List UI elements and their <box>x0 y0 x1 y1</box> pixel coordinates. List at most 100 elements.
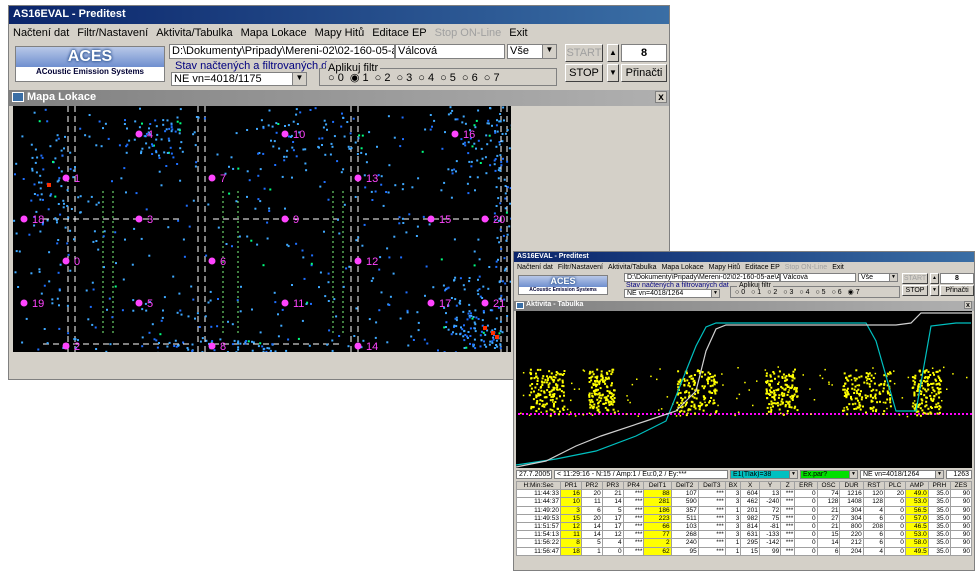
column-header[interactable]: PR4 <box>622 480 645 491</box>
stop-button[interactable]: STOP <box>902 285 928 296</box>
filter-radios[interactable]: ○ 0 ○ 1 ○ 2 ○ 3 ○ 4 ○ 5 ○ 6 ◉ 7 <box>735 288 866 296</box>
recalc-button[interactable]: Přinačti <box>940 285 974 296</box>
activity-hit <box>917 386 920 388</box>
filter-radio-7[interactable]: ○ 7 <box>483 72 500 84</box>
menu-item-4[interactable]: Mapy Hitů <box>314 27 365 39</box>
filter-radio-1[interactable]: ○ 1 <box>751 289 762 296</box>
hit-point <box>464 122 467 125</box>
counter-down-button[interactable]: ▼ <box>930 285 939 296</box>
status-select[interactable]: NE vn=4018/1264 ▼ <box>624 289 720 298</box>
filter-radio-4[interactable]: ○ 4 <box>799 289 810 296</box>
expression-select[interactable]: Ex.par? ▼ <box>800 470 858 479</box>
filter-radio-0[interactable]: ○ 0 <box>735 289 746 296</box>
column-header[interactable]: PR1 <box>559 480 582 491</box>
data-table[interactable]: H:Min:Sec PR1 PR2 PR3 PR4 DelT1 DelT2 DelT3 BX X Y… <box>516 480 972 556</box>
column-header[interactable]: PRH <box>927 480 952 491</box>
menu-item-4[interactable]: Mapy Hitů <box>708 263 741 271</box>
column-header[interactable]: PLC <box>884 480 906 491</box>
hit-point <box>167 137 170 140</box>
hit-point <box>460 326 462 329</box>
column-header[interactable]: OSC <box>816 480 841 491</box>
recalc-button[interactable]: Přinačti <box>621 64 667 82</box>
column-header[interactable]: AMP <box>904 480 929 491</box>
activity-hit <box>777 404 779 407</box>
filter-radios[interactable]: ○ 0 ◉ 1 ○ 2 ○ 3 ○ 4 ○ 5 ○ 6 ○ 7 <box>328 71 506 84</box>
menu-item-1[interactable]: Filtr/Nastavení <box>557 263 603 271</box>
start-button[interactable]: START <box>902 273 928 284</box>
menu-item-7[interactable]: Exit <box>832 263 844 271</box>
column-header[interactable]: H:Min:Sec <box>516 480 561 491</box>
counter-up-button[interactable]: ▲ <box>607 44 619 62</box>
path-field[interactable]: D:\Dokumenty\Pripady\Mereni-02\02-160-05… <box>169 44 395 59</box>
column-header[interactable]: PR3 <box>601 480 624 491</box>
table-row[interactable]: 11:44:37 10 11 14 *** 281 590 *** 3 462 -240 *** 0 12… <box>516 497 972 507</box>
column-header[interactable]: PR2 <box>580 480 603 491</box>
start-button[interactable]: START <box>565 44 603 62</box>
filter-radio-3[interactable]: ○ 3 <box>396 72 413 84</box>
column-header[interactable]: Z <box>780 480 796 491</box>
close-icon[interactable]: x <box>964 301 972 309</box>
hit-point <box>423 338 426 341</box>
table-row[interactable]: 11:51:57 12 14 17 *** 66 103 *** 3 814 -81 *** 0 21 80… <box>516 521 972 532</box>
menu-item-5[interactable]: Editace EP <box>745 263 780 271</box>
filter-radio-4[interactable]: ○ 4 <box>418 72 435 84</box>
filter-radio-6[interactable]: ○ 6 <box>831 289 842 296</box>
menu-item-2[interactable]: Aktivita/Tabulka <box>156 27 233 39</box>
counter-up-button[interactable]: ▲ <box>930 273 939 284</box>
column-header[interactable]: DelT2 <box>670 480 699 491</box>
column-header[interactable]: DelT1 <box>643 480 672 491</box>
filter-radio-5[interactable]: ○ 5 <box>815 289 826 296</box>
scope-select[interactable]: Vše ▼ <box>858 273 898 282</box>
count-select[interactable]: NE vn=4018/1264 ▼ <box>860 470 944 479</box>
filter-radio-3[interactable]: ○ 3 <box>783 289 794 296</box>
menu-item-3[interactable]: Mapa Lokace <box>240 27 307 39</box>
menu-item-0[interactable]: Načtení dat <box>13 27 70 39</box>
column-header[interactable]: Y <box>758 480 782 491</box>
menu-item-1[interactable]: Filtr/Nastavení <box>77 27 149 39</box>
channel-select[interactable]: E1(Tlak)=38 ▼ <box>730 470 798 479</box>
column-header[interactable]: ZES <box>950 480 972 491</box>
table-row[interactable]: 11:54:13 11 14 12 *** 77 268 *** 3 631 -133 *** 0 15 2… <box>516 530 972 540</box>
activity-hit <box>765 372 768 375</box>
close-icon[interactable]: x <box>655 91 667 103</box>
hit-point <box>498 143 501 146</box>
menu-item-2[interactable]: Aktivita/Tabulka <box>607 263 657 271</box>
table-row[interactable]: 11:44:33 16 20 21 *** 88 107 *** 3 604 13 *** 0 74 121… <box>516 489 972 499</box>
scope-select[interactable]: Vše ▼ <box>507 44 557 59</box>
stop-button[interactable]: STOP <box>565 64 603 82</box>
column-header[interactable]: RST <box>862 480 886 491</box>
path-field[interactable]: D:\Dokumenty\Pripady\Mereni-02\02-160-05… <box>624 273 780 282</box>
menu-item-3[interactable]: Mapa Lokace <box>661 263 704 271</box>
filter-radio-1[interactable]: ◉ 1 <box>349 72 369 84</box>
filter-radio-5[interactable]: ○ 5 <box>440 72 456 84</box>
table-row[interactable]: 11:56:47 18 1 0 *** 62 95 *** 1 15 99 *** 0 6 204 4 0 49.… <box>516 546 972 556</box>
hit-point <box>469 129 471 132</box>
menu-item-6[interactable]: Stop ON-Line <box>434 27 502 39</box>
column-header[interactable]: DUR <box>839 480 864 491</box>
counter-down-button[interactable]: ▼ <box>607 64 619 82</box>
column-header[interactable]: DelT3 <box>697 480 726 491</box>
column-header[interactable]: ERR <box>794 480 818 491</box>
menu-item-0[interactable]: Načtení dat <box>517 263 553 271</box>
column-header[interactable]: X <box>740 480 760 491</box>
activity-plot[interactable] <box>516 311 972 468</box>
table-row[interactable]: 11:56:22 8 5 4 *** 2 240 *** 1 295 -142 *** 0 14 212 6 0… <box>516 538 972 548</box>
status-select[interactable]: NE vn=4018/1175 ▼ <box>171 72 307 86</box>
hit-point <box>63 202 65 205</box>
filter-radio-6[interactable]: ○ 6 <box>461 72 478 84</box>
filter-radio-7[interactable]: ◉ 7 <box>847 289 860 296</box>
menu-item-6[interactable]: Stop ON-Line <box>784 263 828 271</box>
filter-radio-2[interactable]: ○ 2 <box>374 72 391 84</box>
name-field[interactable]: Válcová <box>780 273 856 282</box>
menu-item-5[interactable]: Editace EP <box>372 27 427 39</box>
table-row[interactable]: 11:49:53 15 20 17 *** 223 511 *** 3 982 75 *** 0 27 30… <box>516 513 972 523</box>
hit-point <box>308 344 311 347</box>
column-header[interactable]: BX <box>724 480 742 491</box>
location-map-plot[interactable]: 4 10 16 1 7 13 18 3 9 15 20 0 6 12 19 5 11 17 21 2 8 14 <box>13 106 511 352</box>
menu-item-7[interactable]: Exit <box>509 27 528 39</box>
filter-radio-2[interactable]: ○ 2 <box>767 289 778 296</box>
filter-radio-0[interactable]: ○ 0 <box>328 72 344 84</box>
hit-point <box>468 310 471 313</box>
name-field[interactable]: Válcová <box>395 44 505 59</box>
table-row[interactable]: 11:49:20 3 6 5 *** 186 357 *** 1 201 72 *** 0 21 304 4 0… <box>516 505 972 515</box>
